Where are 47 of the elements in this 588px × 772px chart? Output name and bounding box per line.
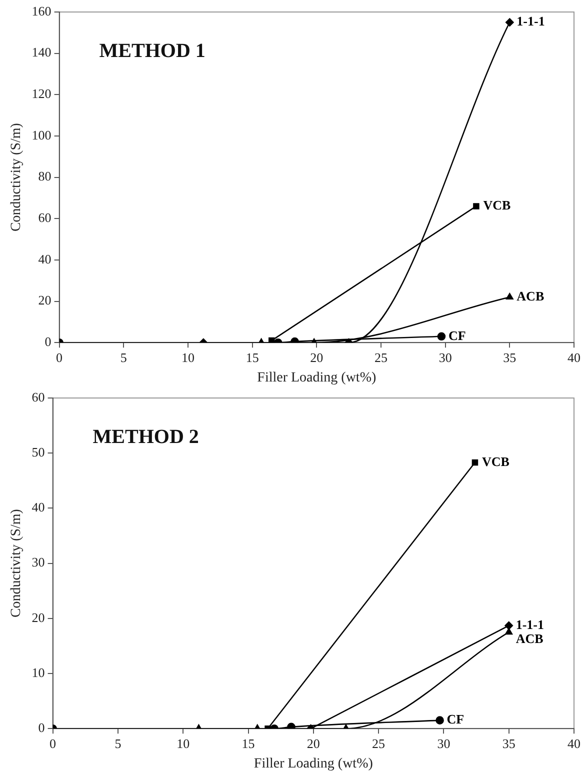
x-axis-title: Filler Loading (wt%) bbox=[254, 756, 374, 772]
x-tick-label: 0 bbox=[56, 350, 63, 365]
x-tick-label: 10 bbox=[176, 736, 190, 751]
series-label: CF bbox=[448, 328, 466, 343]
y-tick-label: 40 bbox=[38, 251, 52, 266]
y-tick-label: 140 bbox=[32, 44, 52, 60]
text: METHOD 1 bbox=[99, 40, 206, 62]
y-tick-label: 120 bbox=[32, 86, 52, 102]
x-tick-label: 5 bbox=[114, 736, 122, 751]
y-axis-title: Conductivity (S/m) bbox=[9, 508, 24, 618]
x-tick-label: 15 bbox=[246, 350, 259, 365]
x-tick-label: 25 bbox=[372, 736, 386, 751]
x-tick-label: 30 bbox=[438, 350, 452, 365]
y-axis-title: Conductivity (S/m) bbox=[9, 122, 24, 232]
series-label: CF bbox=[446, 712, 464, 727]
y-tick-label: 40 bbox=[32, 500, 45, 515]
y-tick-label: 160 bbox=[32, 3, 52, 18]
x-tick-label: 10 bbox=[181, 350, 194, 365]
y-tick-label: 50 bbox=[32, 444, 45, 460]
x-tick-label: 15 bbox=[242, 736, 255, 751]
series-label: 1-1-1 bbox=[516, 14, 545, 29]
y-tick-label: 10 bbox=[32, 664, 45, 680]
x-tick-label: 35 bbox=[502, 736, 516, 751]
series-label: 1-1-1 bbox=[516, 616, 544, 632]
y-tick-label: 60 bbox=[32, 389, 45, 404]
y-tick-label: 20 bbox=[32, 610, 45, 625]
text: METHOD 2 bbox=[92, 426, 199, 448]
series-label: ACB bbox=[516, 630, 544, 646]
y-tick-label: 80 bbox=[38, 168, 52, 184]
x-tick-label: 35 bbox=[503, 350, 516, 365]
x-tick-label: 25 bbox=[374, 350, 388, 365]
series-label: ACB bbox=[516, 288, 544, 304]
y-tick-label: 0 bbox=[38, 720, 45, 736]
x-axis-title: Filler Loading (wt%) bbox=[257, 370, 376, 386]
x-tick-label: 40 bbox=[568, 350, 580, 365]
series-label: VCB bbox=[482, 454, 510, 469]
x-tick-label: 20 bbox=[306, 736, 320, 751]
y-tick-label: 60 bbox=[38, 210, 52, 226]
x-tick-label: 40 bbox=[568, 736, 580, 751]
y-tick-label: 0 bbox=[44, 334, 52, 350]
x-tick-label: 20 bbox=[310, 350, 324, 365]
series-label: VCB bbox=[483, 198, 511, 213]
x-tick-label: 30 bbox=[437, 736, 450, 751]
y-tick-label: 100 bbox=[32, 127, 52, 142]
y-tick-label: 30 bbox=[32, 554, 45, 570]
x-tick-label: 5 bbox=[120, 350, 127, 365]
y-tick-label: 20 bbox=[38, 292, 52, 308]
